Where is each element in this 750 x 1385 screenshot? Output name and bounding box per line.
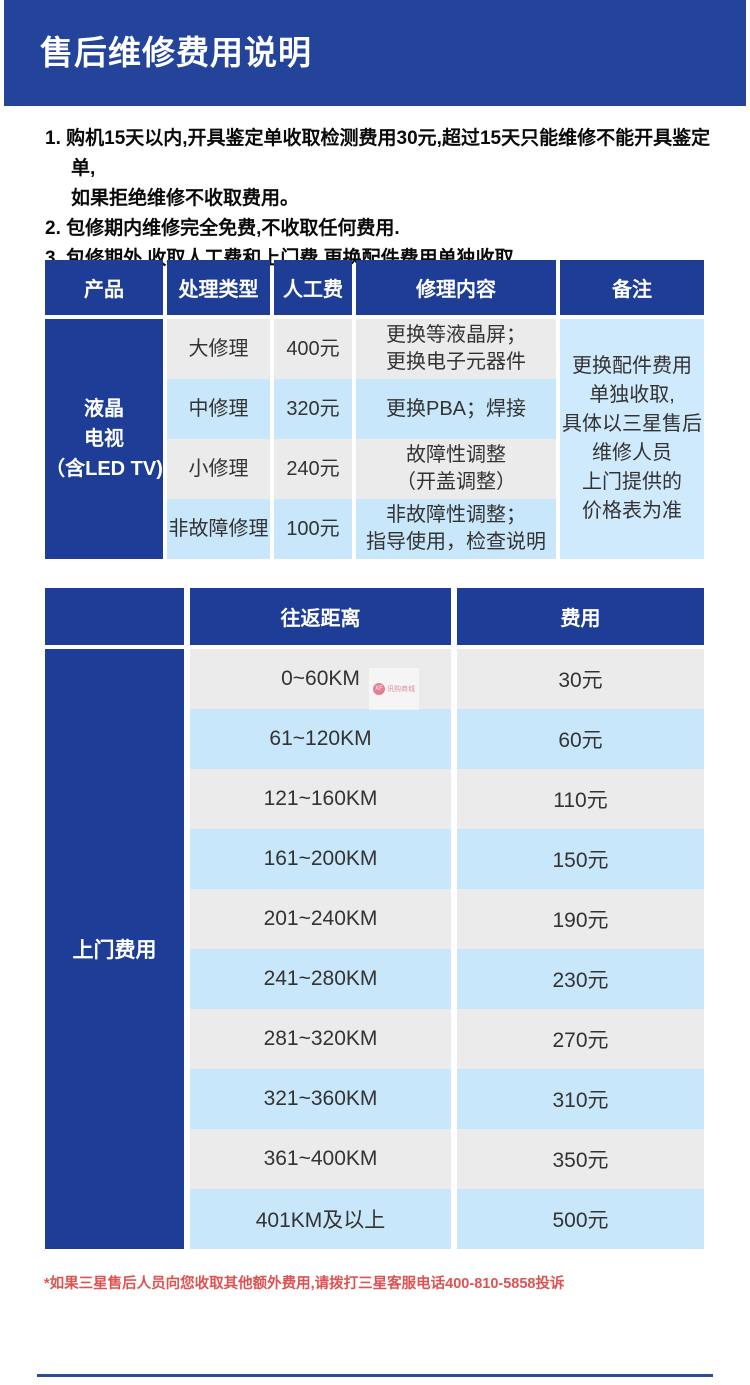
- remark-cell: 更换配件费用 单独收取, 具体以三星售后 维修人员 上门提供的 价格表为准: [560, 319, 704, 559]
- table-row: 240元: [274, 439, 352, 499]
- table-row: 270元: [457, 1009, 704, 1069]
- repair-table-header-row: 产品 处理类型 人工费 修理内容 备注: [45, 260, 704, 315]
- header-remark: 备注: [560, 260, 704, 315]
- table-row: 350元: [457, 1129, 704, 1189]
- repair-fee-table: 产品 处理类型 人工费 修理内容 备注 液晶 电视 （含LED TV) 更换配件…: [45, 260, 704, 559]
- visit-table-header-row: 往返距离 费用: [45, 588, 704, 645]
- bottom-divider-line: [37, 1374, 713, 1377]
- table-row: 非故障修理: [167, 499, 270, 559]
- product-cell: 液晶 电视 （含LED TV): [45, 319, 163, 559]
- table-row: 大修理: [167, 319, 270, 379]
- header-fee: 费用: [457, 588, 704, 645]
- watermark-label: 讯购商城: [387, 686, 415, 693]
- visit-fee-label-cell: 上门费用: [45, 649, 184, 1249]
- note-item-2: 2. 包修期内维修完全免费,不收取任何费用.: [45, 218, 400, 239]
- table-row: 110元: [457, 769, 704, 829]
- title-banner: 售后维修费用说明: [4, 0, 746, 106]
- table-row: 201~240KM: [190, 889, 451, 949]
- table-row: 161~200KM: [190, 829, 451, 889]
- page-title: 售后维修费用说明: [40, 34, 312, 71]
- table-row: 30元: [457, 649, 704, 709]
- table-row: 281~320KM: [190, 1009, 451, 1069]
- table-row: 61~120KM: [190, 709, 451, 769]
- header-labor-fee: 人工费: [274, 260, 352, 315]
- table-row: 121~160KM: [190, 769, 451, 829]
- repair-table-body: 液晶 电视 （含LED TV) 更换配件费用 单独收取, 具体以三星售后 维修人…: [45, 319, 704, 559]
- table-row: 60元: [457, 709, 704, 769]
- table-row: 310元: [457, 1069, 704, 1129]
- header-type: 处理类型: [167, 260, 270, 315]
- table-row: 361~400KM: [190, 1129, 451, 1189]
- table-row: 241~280KM: [190, 949, 451, 1009]
- table-row: 非故障性调整； 指导使用，检查说明: [356, 499, 556, 559]
- table-row: 0~60KM: [190, 649, 451, 709]
- table-row: 320元: [274, 379, 352, 439]
- visit-table-body: 上门费用 0~60KM 30元 61~120KM 60元 121~160KM 1…: [45, 649, 704, 1249]
- watermark-logo-icon: XF: [373, 683, 385, 695]
- table-row: 400元: [274, 319, 352, 379]
- complaint-footnote: *如果三星售后人员向您收取其他额外费用,请拨打三星客服电话400-810-585…: [44, 1276, 565, 1292]
- table-row: 150元: [457, 829, 704, 889]
- shop-watermark: XF 讯购商城: [369, 668, 419, 710]
- note-item-1: 1. 购机15天以内,开具鉴定单收取检测费用30元,超过15天只能维修不能开具鉴…: [45, 128, 711, 209]
- table-row: 230元: [457, 949, 704, 1009]
- header-distance: 往返距离: [190, 588, 451, 645]
- header-content: 修理内容: [356, 260, 556, 315]
- header-empty: [45, 588, 184, 645]
- table-row: 小修理: [167, 439, 270, 499]
- table-row: 321~360KM: [190, 1069, 451, 1129]
- table-row: 190元: [457, 889, 704, 949]
- notes-section: 1. 购机15天以内,开具鉴定单收取检测费用30元,超过15天只能维修不能开具鉴…: [45, 124, 715, 274]
- header-product: 产品: [45, 260, 163, 315]
- table-row: 故障性调整 （开盖调整）: [356, 439, 556, 499]
- table-row: 500元: [457, 1189, 704, 1249]
- table-row: 100元: [274, 499, 352, 559]
- table-row: 更换PBA；焊接: [356, 379, 556, 439]
- table-row: 中修理: [167, 379, 270, 439]
- table-row: 401KM及以上: [190, 1189, 451, 1249]
- visit-fee-table: 往返距离 费用 上门费用 0~60KM 30元 61~120KM 60元 121…: [45, 588, 704, 1249]
- table-row: 更换等液晶屏； 更换电子元器件: [356, 319, 556, 379]
